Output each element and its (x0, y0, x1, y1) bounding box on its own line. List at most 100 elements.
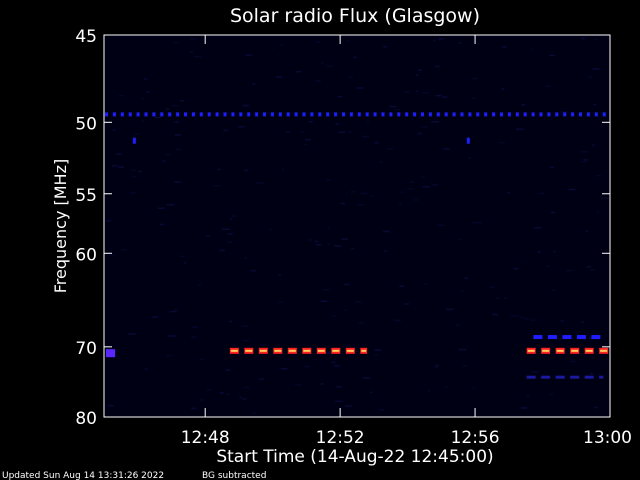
emission-band-0 (444, 112, 448, 117)
emission-band-0 (199, 112, 203, 117)
x-axis-label: Start Time (14-Aug-22 12:45:00) (216, 447, 493, 467)
noise-mark (386, 148, 394, 150)
noise-mark (596, 210, 599, 213)
noise-mark (174, 134, 181, 136)
noise-mark (127, 333, 136, 335)
noise-mark (252, 83, 256, 85)
noise-mark (580, 151, 588, 153)
noise-mark (383, 230, 390, 233)
noise-mark (531, 371, 539, 373)
noise-mark (308, 120, 313, 123)
noise-mark (356, 87, 364, 89)
noise-mark (327, 227, 331, 229)
emission-band-0 (602, 112, 606, 117)
noise-mark (513, 267, 519, 270)
noise-mark (435, 94, 442, 97)
noise-mark (374, 141, 379, 144)
noise-mark (399, 285, 405, 288)
y-tick-label: 80 (75, 409, 97, 429)
noise-mark (115, 164, 119, 167)
noise-mark (134, 133, 140, 136)
emission-band-0 (452, 112, 456, 117)
y-tick-label: 55 (75, 186, 97, 206)
emission-band-0 (436, 112, 440, 117)
emission-band-0 (460, 112, 464, 117)
noise-mark (250, 269, 257, 272)
emission-band-3 (533, 335, 543, 340)
background-noise (106, 37, 610, 414)
noise-mark (258, 378, 265, 380)
noise-mark (472, 97, 476, 99)
x-axis: 12:48 12:52 12:56 13:00 (181, 35, 632, 448)
noise-mark (189, 38, 197, 40)
noise-mark (331, 314, 336, 317)
noise-mark (174, 181, 181, 183)
emission-band-1 (332, 349, 340, 352)
noise-mark (245, 54, 253, 56)
noise-mark (444, 386, 448, 388)
noise-mark (566, 269, 573, 272)
noise-mark (281, 367, 288, 370)
emission-band-0 (539, 112, 543, 117)
noise-mark (304, 365, 311, 368)
noise-mark (335, 400, 343, 403)
emission-band-0 (555, 112, 559, 117)
emission-band-0 (547, 112, 551, 117)
noise-mark (330, 361, 336, 364)
noise-mark (403, 90, 410, 93)
noise-mark (400, 191, 405, 193)
noise-mark (176, 148, 182, 151)
noise-mark (526, 395, 531, 398)
noise-mark (530, 319, 536, 321)
noise-mark (539, 192, 545, 195)
noise-mark (340, 202, 345, 205)
noise-mark (243, 386, 250, 389)
noise-mark (227, 233, 233, 235)
noise-mark (348, 76, 353, 78)
noise-mark (300, 130, 304, 133)
noise-mark (159, 223, 165, 226)
noise-mark (384, 250, 387, 252)
emission-band-0 (563, 112, 567, 117)
noise-mark (320, 300, 328, 303)
emission-band-0 (318, 112, 322, 117)
emission-band-0 (144, 112, 148, 117)
noise-mark (199, 358, 205, 361)
emission-band-1 (245, 349, 253, 352)
noise-mark (345, 192, 348, 195)
noise-mark (327, 243, 330, 246)
noise-mark (537, 251, 541, 253)
noise-mark (294, 383, 302, 386)
emission-band-2 (571, 349, 579, 352)
emission-band-0 (365, 112, 369, 117)
noise-mark (351, 247, 354, 250)
emission-band-0 (160, 112, 164, 117)
emission-band-3 (576, 335, 586, 340)
noise-mark (378, 409, 385, 411)
noise-mark (179, 255, 185, 258)
noise-mark (242, 339, 250, 342)
noise-mark (307, 239, 313, 241)
noise-mark (590, 372, 594, 375)
noise-mark (315, 41, 321, 43)
noise-mark (115, 153, 122, 155)
noise-mark (280, 43, 284, 46)
y-tick-label: 50 (75, 114, 97, 134)
noise-mark (601, 197, 610, 200)
noise-mark (427, 390, 431, 392)
emission-band-0 (120, 112, 124, 117)
noise-mark (314, 240, 318, 243)
emission-band-0 (255, 112, 259, 117)
emission-band-0 (413, 112, 417, 117)
noise-mark (271, 47, 274, 49)
emission-band-0 (484, 112, 488, 117)
noise-mark (594, 406, 599, 409)
noise-mark (542, 346, 547, 349)
emission-band-0 (263, 112, 266, 117)
noise-mark (593, 103, 597, 106)
emission-band-1 (274, 349, 282, 352)
noise-mark (141, 97, 144, 100)
emission-band-1 (288, 349, 296, 352)
noise-mark (559, 111, 568, 113)
noise-mark (191, 407, 196, 410)
